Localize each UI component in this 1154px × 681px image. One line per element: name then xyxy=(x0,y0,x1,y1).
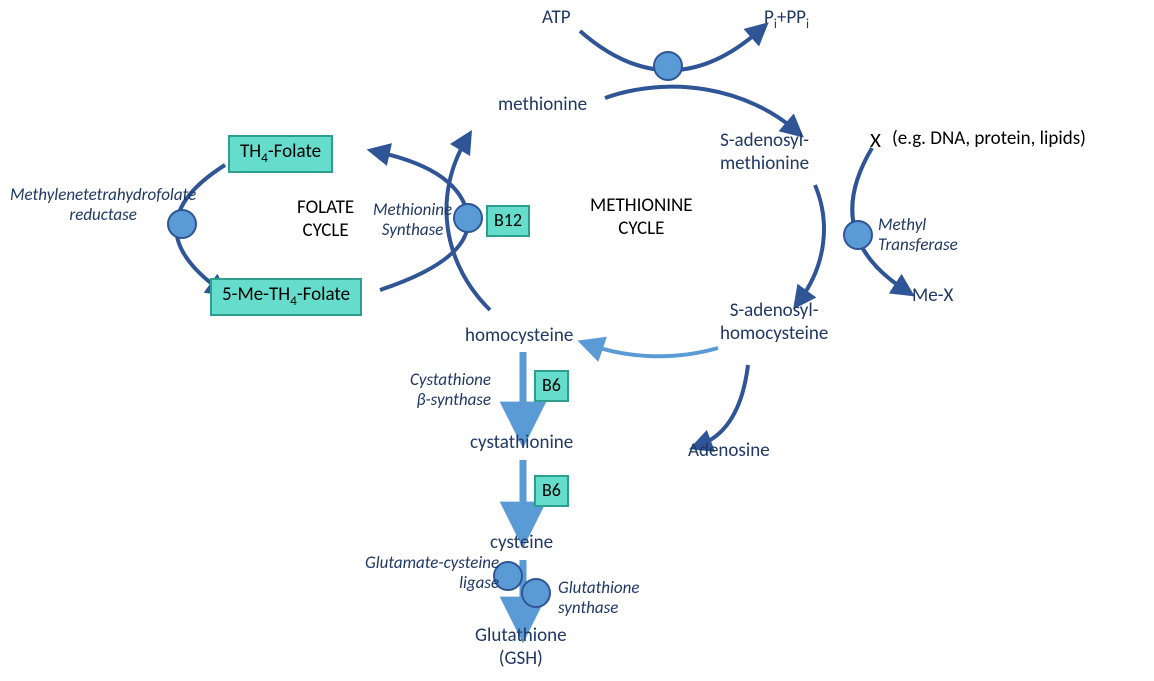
arc-sam-to-sah xyxy=(800,185,824,300)
label-gcl: Glutamate-cysteineligase xyxy=(365,553,499,594)
label-cbs: Cystathioneβ-synthase xyxy=(410,370,491,411)
enzyme-circle-gss xyxy=(522,579,550,607)
box-b6-lower: B6 xyxy=(534,475,569,507)
label-gsh: Glutathione(GSH) xyxy=(475,625,567,671)
box-th4-folate: TH4-Folate xyxy=(228,135,333,173)
label-atp: ATP xyxy=(542,7,571,30)
label-mex: Me-X xyxy=(912,285,953,308)
label-sah: S-adenosyl-homocysteine xyxy=(720,300,828,346)
label-mthfr: Methylenetetrahydrofolatereductase xyxy=(10,185,196,226)
enzyme-circle-met-synthase xyxy=(454,204,482,232)
label-folate-cycle: FOLATECYCLE xyxy=(297,197,354,243)
label-homocysteine: homocysteine xyxy=(465,325,573,348)
label-x: X xyxy=(870,128,881,153)
label-methyl-transferase: MethylTransferase xyxy=(878,215,958,256)
label-gss: Glutathionesynthase xyxy=(558,578,640,619)
label-methionine: methionine xyxy=(498,94,587,117)
box-5me-th4-folate: 5-Me-TH4-Folate xyxy=(210,278,362,316)
label-adenosine: Adenosine xyxy=(688,440,770,463)
box-b12: B12 xyxy=(486,205,530,237)
label-pi-ppi: Pi+PPi xyxy=(764,7,809,32)
arc-sah-to-hcy xyxy=(590,345,718,356)
label-methionine-cycle: METHIONINECYCLE xyxy=(590,195,693,241)
arc-met-to-sam xyxy=(605,87,795,130)
label-sam: S-adenosyl-methionine xyxy=(720,130,809,176)
label-met-synthase: MethionineSynthase xyxy=(373,200,452,241)
enzyme-circle-methyl-transferase xyxy=(844,221,872,249)
label-cysteine: cysteine xyxy=(490,532,553,555)
arc-sah-to-adenosine xyxy=(700,365,748,445)
label-x-example: (e.g. DNA, protein, lipids) xyxy=(892,128,1086,151)
box-b6-upper: B6 xyxy=(534,370,569,402)
enzyme-circle-atp xyxy=(654,52,682,80)
label-cystathionine: cystathionine xyxy=(470,432,573,455)
